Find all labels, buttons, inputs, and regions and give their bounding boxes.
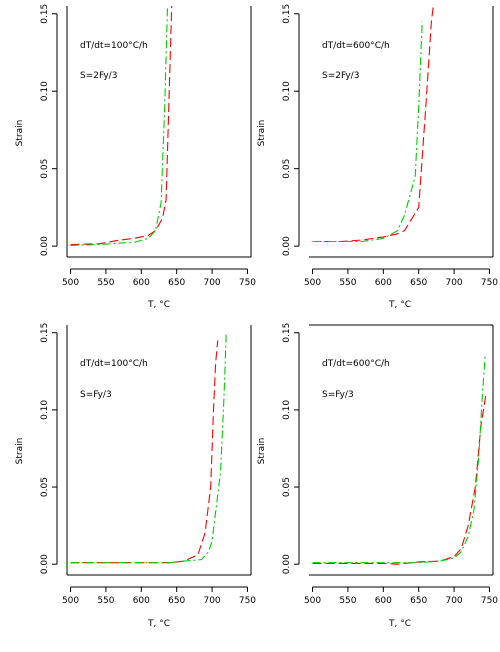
y-axis-label: Strain: [257, 120, 267, 147]
stress-annotation: S=Fy/3: [80, 390, 112, 400]
y-tick-label: 0.00: [40, 554, 50, 574]
stress-annotation: S=2Fy/3: [80, 71, 117, 81]
x-tick-label: 550: [97, 278, 114, 288]
x-tick-label: 650: [410, 278, 427, 288]
x-tick-label: 500: [62, 278, 79, 288]
series-line-2: [70, 5, 169, 246]
rate-annotation: dT/dt=600°C/h: [322, 359, 390, 369]
x-tick-label: 700: [203, 596, 220, 606]
y-tick-label: 0.10: [282, 81, 292, 101]
x-tick-label: 700: [445, 278, 462, 288]
x-tick-label: 600: [133, 596, 150, 606]
x-tick-label: 650: [168, 596, 185, 606]
x-axis-label: T, °C: [388, 619, 411, 629]
x-tick-label: 500: [62, 596, 79, 606]
x-axis-label: T, °C: [147, 619, 170, 629]
y-tick-label: 0.05: [282, 159, 292, 179]
x-tick-label: 750: [481, 596, 498, 606]
y-axis-label: Strain: [15, 120, 25, 147]
x-tick-label: 650: [168, 278, 185, 288]
y-tick-label: 0.00: [282, 554, 292, 574]
y-axis-label: Strain: [15, 438, 25, 465]
y-tick-label: 0.00: [40, 236, 50, 256]
x-tick-label: 600: [133, 278, 150, 288]
x-tick-label: 500: [304, 596, 321, 606]
x-tick-label: 750: [239, 596, 256, 606]
y-tick-label: 0.10: [40, 400, 50, 420]
series-line-1: [312, 394, 487, 565]
x-tick-label: 550: [339, 596, 356, 606]
x-tick-label: 700: [203, 278, 220, 288]
rate-annotation: dT/dt=100°C/h: [80, 359, 148, 369]
y-tick-label: 0.05: [40, 477, 50, 497]
rate-annotation: dT/dt=600°C/h: [322, 41, 390, 51]
series-line-2: [70, 332, 227, 564]
x-axis-label: T, °C: [147, 300, 170, 310]
series-line-1: [70, 340, 219, 564]
x-tick-label: 650: [410, 596, 427, 606]
series-line-2: [312, 355, 486, 564]
x-tick-label: 550: [97, 596, 114, 606]
y-tick-label: 0.15: [282, 4, 292, 24]
y-tick-label: 0.10: [40, 81, 50, 101]
y-tick-label: 0.00: [282, 236, 292, 256]
y-tick-label: 0.15: [40, 323, 50, 343]
y-tick-label: 0.05: [282, 477, 292, 497]
x-axis-label: T, °C: [388, 300, 411, 310]
series-line-1: [312, 4, 435, 243]
series-line-1: [70, 5, 173, 246]
x-tick-label: 600: [375, 278, 392, 288]
x-tick-label: 750: [239, 278, 256, 288]
x-tick-label: 700: [445, 596, 462, 606]
x-tick-label: 600: [375, 596, 392, 606]
x-tick-label: 500: [304, 278, 321, 288]
y-tick-label: 0.05: [40, 159, 50, 179]
stress-annotation: S=Fy/3: [322, 390, 354, 400]
chart-panel-1: 500 550 600 650 700 750 0.00 0.05 0.10 0.15 T, °C S…: [15, 4, 256, 310]
series-line-2: [312, 21, 423, 243]
x-tick-label: 550: [339, 278, 356, 288]
rate-annotation: dT/dt=100°C/h: [80, 41, 148, 51]
y-axis-label: Strain: [257, 438, 267, 465]
chart-panel-2: 500 550 600 650 700 750 0.00 0.05 0.10 0.15 T, °C S…: [257, 4, 498, 310]
y-tick-label: 0.15: [282, 323, 292, 343]
stress-annotation: S=2Fy/3: [322, 71, 359, 81]
y-tick-label: 0.15: [40, 4, 50, 24]
y-tick-label: 0.10: [282, 400, 292, 420]
x-tick-label: 750: [481, 278, 498, 288]
chart-panel-3: 500 550 600 650 700 750 0.00 0.05 0.10 0.15 T, °C S…: [15, 323, 256, 629]
chart-panel-4: 500 550 600 650 700 750 0.00 0.05 0.10 0.15 T, °C S…: [257, 323, 498, 629]
